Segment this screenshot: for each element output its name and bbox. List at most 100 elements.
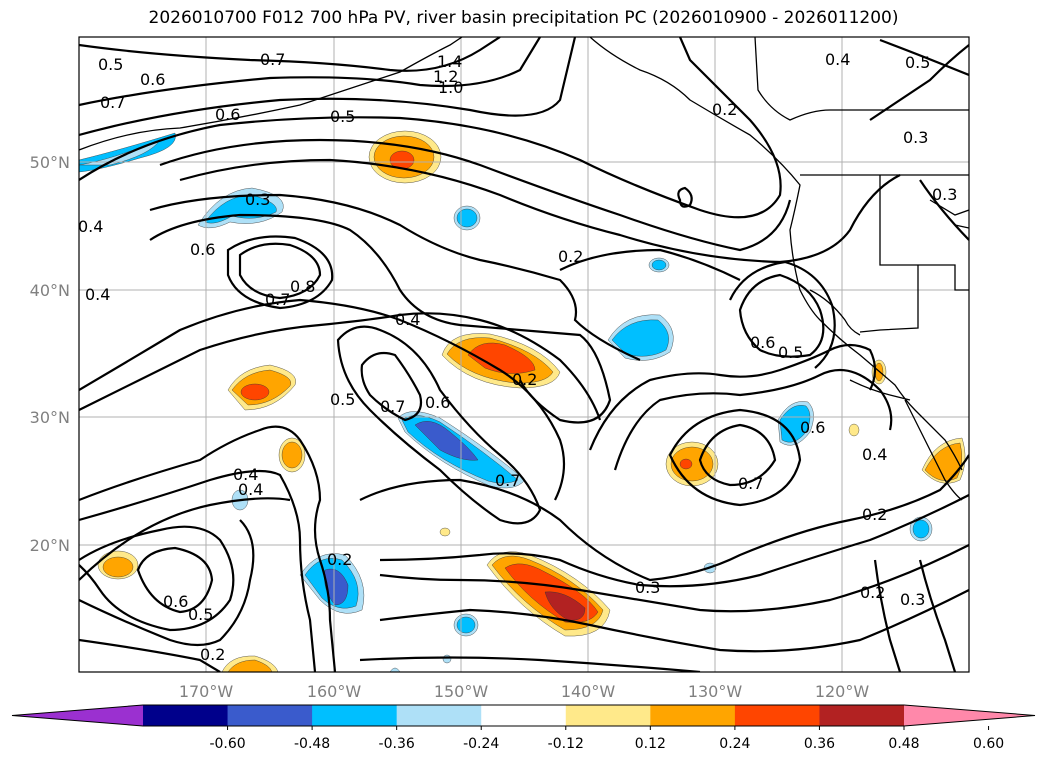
contour-label: 0.6: [800, 418, 825, 437]
contour-label: 0.6: [425, 393, 450, 412]
colorbar-tick-label: -0.36: [379, 736, 415, 752]
contour-label: 1.2: [433, 67, 458, 86]
contour-label: 0.3: [635, 578, 660, 597]
colorbar-tick-label: 0.12: [635, 736, 666, 752]
colorbar-outline: [11, 704, 1036, 727]
pv-contours: [79, 37, 969, 672]
contour-label: 0.7: [380, 397, 405, 416]
shade-orange: [227, 659, 273, 672]
coastlines: [79, 37, 969, 501]
colorbar-tick-label: 0.48: [888, 736, 919, 752]
contour-label: 0.6: [190, 240, 215, 259]
colorbar-extend-max: [904, 705, 1035, 726]
shade-blue: [779, 405, 811, 443]
contour-label: 1.4: [437, 52, 462, 71]
map-frame: [78, 36, 970, 673]
contour-labels: 0.5 0.6 0.7 1.4 1.2 1.0 0.7 0.6 0.5 0.4 …: [78, 50, 957, 664]
shade-orange: [281, 441, 303, 469]
contour-label: 0.4: [238, 480, 263, 499]
colorbar-segment: [396, 705, 482, 726]
contour-label: 0.2: [200, 645, 225, 664]
colorbar-tick-label: 0.36: [804, 736, 835, 752]
contour-label: 0.5: [98, 55, 123, 74]
shade-blue: [456, 616, 476, 634]
colorbar-extend-min: [12, 705, 143, 726]
colorbar-segment: [650, 705, 736, 726]
contour-label: 0.7: [260, 50, 285, 69]
graticule: [79, 37, 969, 672]
contour-label: 0.6: [215, 105, 240, 124]
contour-label: 0.7: [738, 474, 763, 493]
lat-label: 50°N: [30, 153, 70, 172]
lon-label: 120°W: [815, 682, 870, 701]
contour-label: 0.2: [862, 505, 887, 524]
lat-label: 30°N: [30, 408, 70, 427]
contour-label: 0.6: [163, 592, 188, 611]
colorbar-tick-label: 0.24: [719, 736, 750, 752]
lat-label: 40°N: [30, 281, 70, 300]
contour-label: 0.4: [78, 217, 103, 236]
colorbar-tick-label: -0.24: [463, 736, 499, 752]
contour-label: 0.2: [860, 583, 885, 602]
colorbar-segment: [481, 705, 567, 726]
lon-label: 160°W: [307, 682, 362, 701]
map-content: 0.5 0.6 0.7 1.4 1.2 1.0 0.7 0.6 0.5 0.4 …: [78, 37, 969, 672]
contour-label: 0.8: [290, 277, 315, 296]
lon-label: 150°W: [434, 682, 489, 701]
contour-label: 0.5: [905, 53, 930, 72]
shade-blue: [456, 208, 478, 228]
contour-label: 0.3: [903, 128, 928, 147]
contour-label: 0.6: [140, 70, 165, 89]
shade-mid-blue: [324, 568, 349, 606]
contour-label: 0.4: [85, 285, 110, 304]
colorbar-tick-label: -0.12: [548, 736, 584, 752]
colorbar-tick-label: -0.48: [294, 736, 330, 752]
colorbar-segment: [143, 705, 229, 726]
colorbar-segment: [734, 705, 820, 726]
contour-label: 0.5: [330, 107, 355, 126]
shade-orange: [102, 556, 134, 578]
contour-label: 0.4: [862, 445, 887, 464]
shade-dark-red: [544, 591, 586, 621]
colorbar-tick-label: 0.60: [973, 736, 1004, 752]
lon-label: 170°W: [179, 682, 234, 701]
contour-label: 0.7: [265, 290, 290, 309]
shade-red-orange: [240, 383, 270, 401]
contour-label: 0.2: [558, 247, 583, 266]
shade-blue: [912, 519, 930, 539]
contour-label: 0.5: [778, 343, 803, 362]
contour-label: 0.3: [932, 185, 957, 204]
contour-label: 0.7: [100, 93, 125, 112]
contour-label: 0.4: [825, 50, 850, 69]
colorbar-segment: [312, 705, 398, 726]
contour-label: 0.6: [750, 333, 775, 352]
lon-label: 140°W: [561, 682, 616, 701]
longitude-labels: 170°W 160°W 150°W 140°W 130°W 120°W: [179, 682, 870, 701]
colorbar-tick-label: -0.60: [209, 736, 245, 752]
contour-label: 0.5: [188, 605, 213, 624]
shade-light-orange: [848, 423, 860, 437]
lat-label: 20°N: [30, 536, 70, 555]
contour-label: 0.3: [245, 190, 270, 209]
contour-label: 0.3: [900, 590, 925, 609]
shade-mid-blue: [414, 421, 479, 461]
colorbar: -0.60 -0.48 -0.36 -0.24 -0.12 0.12 0.24 0.36 0.4…: [11, 704, 1036, 752]
shade-light-orange: [439, 527, 451, 537]
contour-label: 0.4: [395, 310, 420, 329]
lon-label: 130°W: [688, 682, 743, 701]
contour-label: 0.5: [330, 390, 355, 409]
contour-label: 0.2: [327, 550, 352, 569]
colorbar-segment: [565, 705, 651, 726]
colorbar-segment: [227, 705, 313, 726]
contour-label: 1.0: [438, 78, 463, 97]
shade-blue: [651, 259, 667, 271]
contour-label: 0.7: [495, 471, 520, 490]
contour-label: 0.4: [233, 465, 258, 484]
contour-label: 0.2: [512, 370, 537, 389]
shade-light-blue: [442, 654, 452, 664]
colorbar-segment: [819, 705, 905, 726]
shade-red-orange: [679, 458, 693, 470]
shade-blue: [611, 319, 669, 357]
map-title: 2026010700 F012 700 hPa PV, river basin …: [148, 8, 899, 28]
